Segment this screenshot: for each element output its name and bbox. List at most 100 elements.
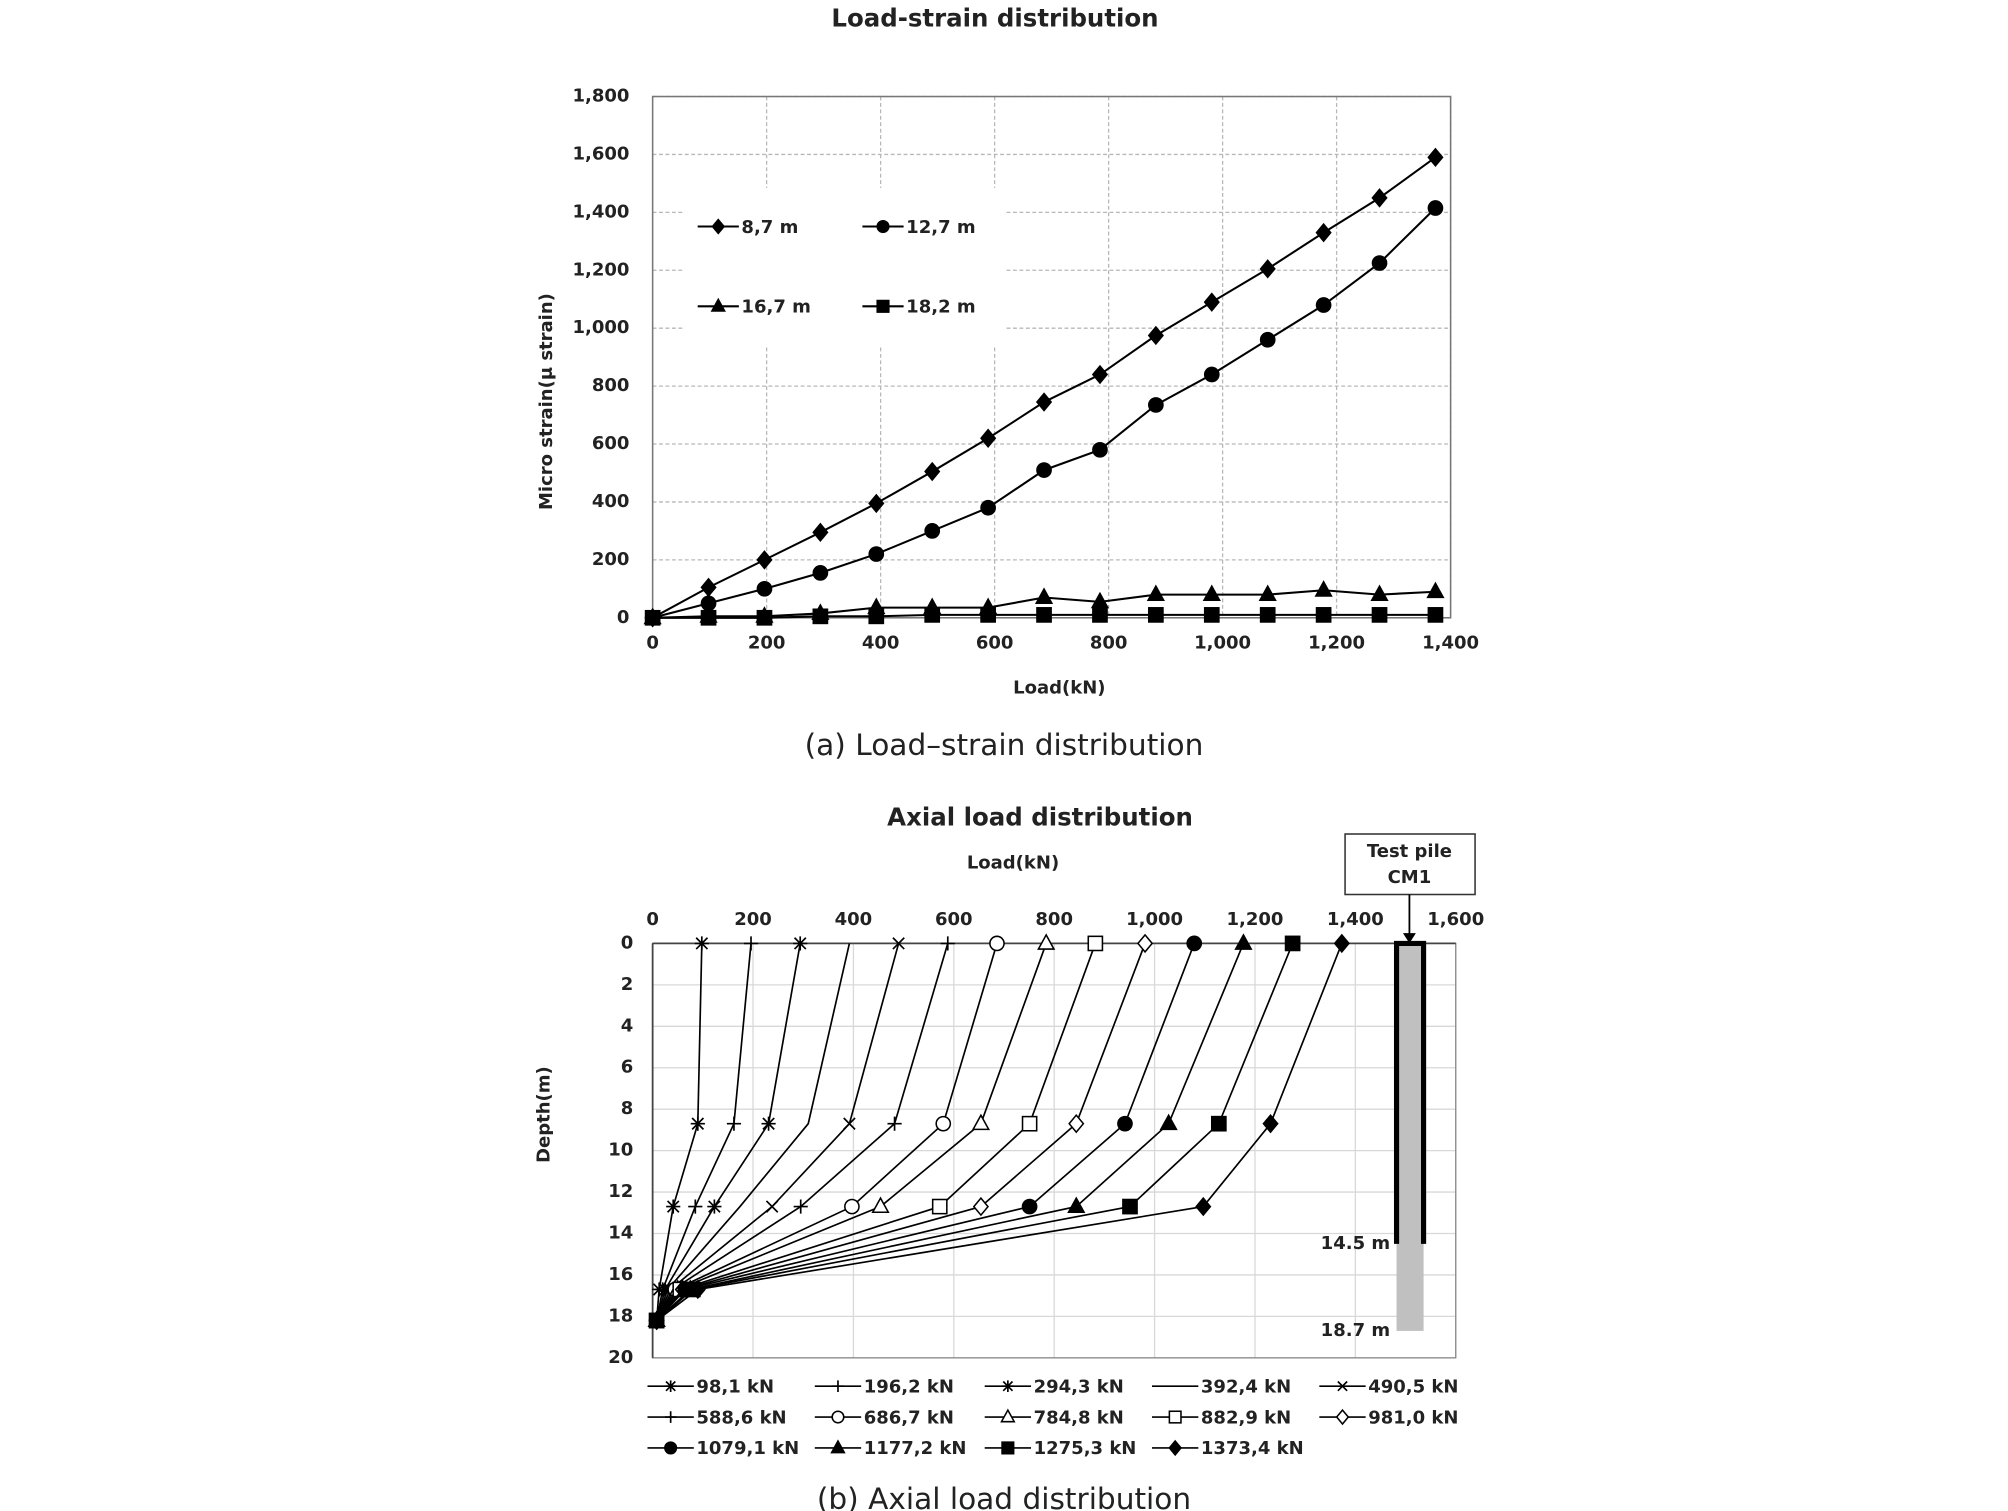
legend-label: 1079,1 kN [696, 1438, 799, 1459]
series-line [655, 943, 900, 1321]
x-tick-label: 600 [976, 633, 1014, 654]
y-tick-label: 16 [608, 1264, 633, 1285]
legend-label: 294,3 kN [1034, 1376, 1124, 1397]
y-tick-label: 200 [592, 549, 630, 570]
marker [658, 1282, 673, 1297]
x-tick-label: 800 [1090, 633, 1128, 654]
marker [1370, 584, 1389, 602]
marker [1136, 933, 1154, 954]
legend-label: 686,7 kN [864, 1407, 954, 1428]
series-line [656, 943, 1245, 1322]
marker [1335, 1408, 1350, 1426]
marker [1000, 1408, 1016, 1423]
marker [1146, 584, 1165, 602]
x-tick-label: 1,200 [1227, 909, 1284, 930]
marker [1426, 581, 1445, 599]
marker [711, 218, 726, 235]
marker [1092, 441, 1108, 458]
x-tick-label: 0 [646, 909, 659, 930]
marker [1371, 607, 1388, 623]
legend-label: 18,2 m [906, 297, 975, 318]
marker [972, 1196, 989, 1217]
y-tick-label: 1,600 [573, 143, 630, 164]
y-tick-label: 0 [617, 607, 630, 628]
marker [812, 565, 829, 581]
marker [1035, 392, 1053, 412]
legend-box [684, 187, 1004, 345]
marker [1159, 1113, 1178, 1131]
x-tick-label: 1,000 [1126, 909, 1183, 930]
x-tick-label: 800 [1035, 909, 1073, 930]
pile-depth-label: 14.5 m [1321, 1233, 1390, 1254]
marker [1067, 1196, 1086, 1214]
y-tick-label: 1,400 [573, 201, 630, 222]
y-tick-label: 1,000 [573, 317, 630, 338]
marker [1203, 607, 1220, 623]
marker [689, 1279, 706, 1300]
series-line [655, 943, 851, 1321]
x-tick-label: 0 [646, 633, 659, 654]
marker [793, 1199, 808, 1214]
marker [1036, 607, 1052, 623]
y-tick-label: 6 [621, 1057, 634, 1078]
marker [664, 1441, 678, 1455]
marker [892, 937, 905, 950]
marker [1117, 1115, 1133, 1132]
marker [1034, 587, 1054, 604]
marker [1147, 325, 1164, 346]
y-tick-label: 2 [621, 974, 634, 995]
series-line [656, 943, 1294, 1322]
marker [1148, 397, 1164, 413]
pile-casing [1393, 940, 1427, 1244]
legend-label: 12,7 m [906, 217, 975, 238]
plot-frame [651, 95, 1452, 619]
y-tick-label: 20 [608, 1347, 633, 1368]
legend-label: 1177,2 kN [864, 1438, 967, 1459]
marker [1210, 1115, 1227, 1132]
marker [980, 428, 997, 448]
marker [980, 607, 996, 623]
marker [1203, 366, 1220, 383]
x-tick-label: 200 [748, 633, 786, 654]
chart-title: Axial load distribution [887, 803, 1193, 832]
marker [765, 1200, 779, 1213]
x-axis-label: Load(kN) [1013, 678, 1105, 699]
marker [844, 1198, 860, 1215]
marker [1234, 933, 1253, 950]
marker [1002, 1380, 1014, 1392]
y-tick-label: 8 [621, 1098, 634, 1119]
marker [940, 936, 955, 951]
pile-label: CM1 [1388, 867, 1432, 888]
marker [1315, 297, 1332, 313]
marker [1203, 292, 1220, 312]
marker [664, 1411, 677, 1423]
legend-label: 196,2 kN [864, 1376, 954, 1397]
legend-label: 392,4 kN [1201, 1376, 1291, 1397]
marker [743, 936, 759, 951]
marker [1037, 933, 1056, 950]
x-tick-label: 400 [862, 633, 900, 654]
marker [664, 1380, 677, 1392]
marker [1315, 607, 1332, 623]
marker [1168, 1410, 1182, 1424]
marker [726, 1116, 742, 1131]
legend-label: 882,9 kN [1201, 1407, 1291, 1428]
pile-label-box [1344, 833, 1476, 896]
y-tick-label: 400 [592, 491, 630, 512]
marker [980, 499, 996, 516]
marker [1195, 1196, 1212, 1217]
marker [1259, 259, 1276, 279]
marker [1202, 584, 1221, 602]
marker [1258, 584, 1277, 602]
marker [1259, 331, 1276, 348]
marker [876, 219, 890, 234]
marker [1333, 933, 1350, 954]
legend-label: 588,6 kN [696, 1407, 786, 1428]
marker [1021, 1115, 1038, 1132]
marker [1371, 188, 1388, 208]
marker [1337, 1380, 1348, 1392]
marker [644, 609, 661, 626]
legend-label: 981,0 kN [1368, 1407, 1458, 1428]
marker [1036, 462, 1052, 478]
marker [690, 1116, 705, 1131]
